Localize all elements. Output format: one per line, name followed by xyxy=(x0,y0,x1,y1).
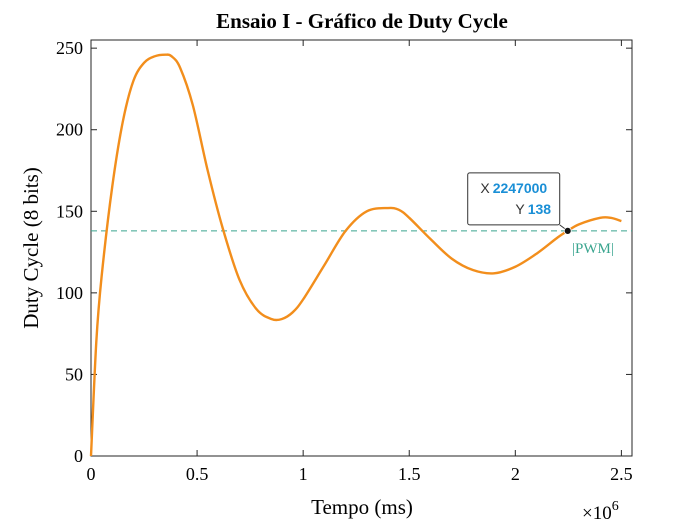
x-tick-label: 2 xyxy=(511,464,520,484)
x-multiplier-exponent: 6 xyxy=(612,499,619,514)
y-tick-label: 0 xyxy=(74,446,83,466)
x-tick-label: 1 xyxy=(299,464,308,484)
x-axis: 0 0.5 1 1.5 2 2.5 xyxy=(87,40,633,484)
datatip-x-value: 2247000 xyxy=(493,180,548,196)
x-tick-label: 2.5 xyxy=(610,464,633,484)
datatip-x-label: X xyxy=(480,180,490,196)
x-axis-label: Tempo (ms) xyxy=(311,495,413,519)
y-axis-label: Duty Cycle (8 bits) xyxy=(19,167,43,329)
datatip-marker[interactable] xyxy=(563,226,572,235)
y-tick-label: 150 xyxy=(56,201,83,221)
x-tick-label: 1.5 xyxy=(398,464,421,484)
datatip[interactable]: X 2247000 Y 138 xyxy=(467,172,572,235)
plot-area xyxy=(90,39,633,457)
y-tick-label: 250 xyxy=(56,38,83,58)
x-axis-multiplier: ×106 xyxy=(582,499,619,524)
x-tick-label: 0.5 xyxy=(186,464,209,484)
duty-cycle-line xyxy=(89,53,622,457)
chart-title: Ensaio I - Gráfico de Duty Cycle xyxy=(216,9,508,33)
y-tick-label: 200 xyxy=(56,120,83,140)
y-axis: 0 50 100 150 200 250 xyxy=(56,38,632,466)
y-tick-label: 100 xyxy=(56,283,83,303)
datatip-y-value: 138 xyxy=(528,201,552,217)
datatip-box[interactable] xyxy=(467,172,561,226)
pwm-series-label: |PWM| xyxy=(572,241,614,257)
x-tick-label: 0 xyxy=(87,464,96,484)
x-multiplier-base: ×10 xyxy=(582,503,612,524)
y-tick-label: 50 xyxy=(65,364,83,384)
datatip-y-label: Y xyxy=(515,201,525,217)
